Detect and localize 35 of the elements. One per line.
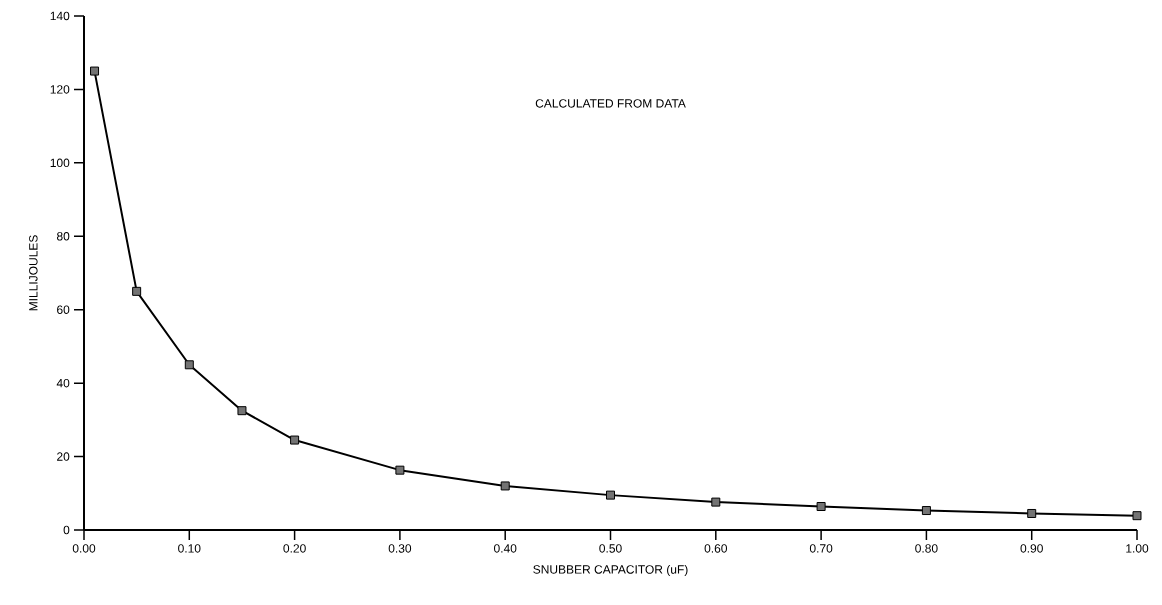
point xyxy=(816,502,826,511)
y-tick-label: 20 xyxy=(57,452,70,461)
point xyxy=(237,406,247,416)
y-tick-label: 100 xyxy=(50,158,70,168)
point xyxy=(184,360,194,370)
x-tick-label: 0.60 xyxy=(704,544,728,553)
y-tick-label: 0 xyxy=(63,525,70,535)
x-tick-label: 0.10 xyxy=(178,544,201,553)
y-tick-label: 120 xyxy=(50,85,70,94)
point xyxy=(1027,508,1037,518)
x-tick-label: 0.90 xyxy=(1020,544,1043,553)
x-tick-label: 0.20 xyxy=(283,544,306,553)
x-tick-label: 0.40 xyxy=(493,544,517,553)
point xyxy=(711,497,721,507)
y-tick-label: 60 xyxy=(57,305,70,314)
y-tick-label: 40 xyxy=(56,378,70,388)
point xyxy=(132,286,142,296)
x-tick-label: 0.80 xyxy=(915,544,938,553)
x-tick-label: 1.00 xyxy=(1126,544,1149,553)
point xyxy=(1132,511,1142,521)
y-tick-label: 80 xyxy=(56,232,70,241)
point xyxy=(606,490,615,500)
x-tick-label: 0.00 xyxy=(72,544,96,553)
point xyxy=(921,506,931,516)
x-tick-label: 0.70 xyxy=(809,544,833,553)
point xyxy=(290,435,300,445)
point xyxy=(90,66,100,76)
point xyxy=(500,481,510,491)
x-tick-label: 0.50 xyxy=(599,544,622,553)
y-tick-label: 140 xyxy=(50,11,70,21)
point xyxy=(395,465,405,475)
y-axis-title: MILLIJOULES xyxy=(29,235,38,311)
annotation: CALCULATED FROM DATA xyxy=(535,99,686,108)
x-axis-title: SNUBBER CAPACITOR (uF) xyxy=(533,564,688,577)
x-tick-label: 0.30 xyxy=(388,544,412,553)
